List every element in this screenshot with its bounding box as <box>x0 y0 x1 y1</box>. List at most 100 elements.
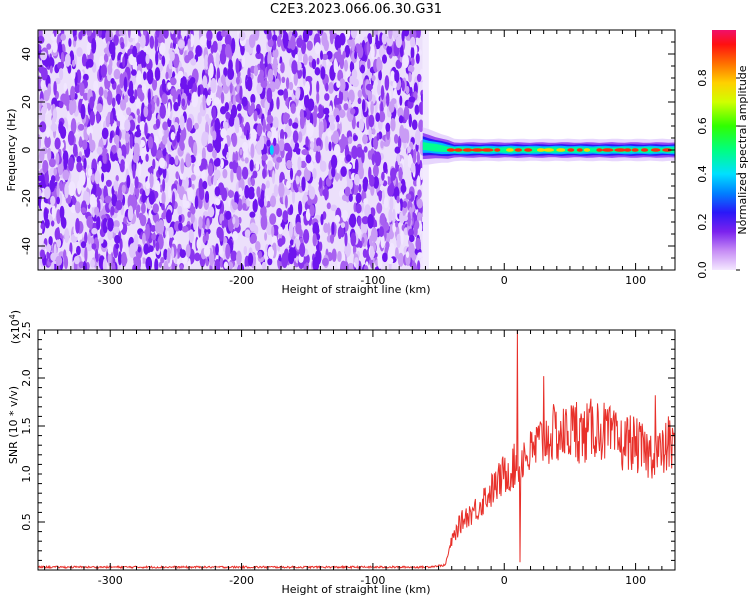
noise-blob <box>122 56 126 68</box>
noise-blob <box>351 145 358 160</box>
noise-blob <box>371 128 376 135</box>
noise-blob <box>157 219 165 235</box>
noise-blob <box>42 160 49 174</box>
noise-blob <box>332 130 340 145</box>
signal-peak <box>662 148 672 152</box>
noise-blob <box>44 135 51 149</box>
noise-blob <box>405 193 412 200</box>
noise-blob <box>311 58 317 70</box>
noise-blob <box>190 58 197 66</box>
noise-blob <box>314 67 321 76</box>
noise-blob <box>416 73 422 83</box>
noise-blob <box>131 241 138 252</box>
noise-blob <box>80 241 87 249</box>
noise-blob <box>363 146 368 153</box>
y-tick-label: 0.5 <box>20 513 33 531</box>
noise-blob <box>352 78 359 88</box>
noise-blob <box>239 148 243 156</box>
noise-blob <box>384 222 389 231</box>
noise-blob <box>234 116 240 131</box>
noise-blob <box>86 215 93 229</box>
noise-blob <box>101 127 109 140</box>
noise-blob <box>224 44 232 58</box>
noise-blob <box>205 113 210 122</box>
noise-blob <box>238 31 246 41</box>
noise-blob <box>244 229 251 239</box>
noise-blob <box>40 249 45 260</box>
noise-blob <box>90 259 95 268</box>
noise-blob <box>289 167 294 180</box>
noise-blob <box>287 146 293 161</box>
noise-blob <box>294 142 300 150</box>
noise-blob <box>351 38 355 52</box>
noise-blob <box>344 186 351 197</box>
noise-blob <box>74 84 81 94</box>
noise-blob <box>394 146 401 154</box>
noise-blob <box>353 173 360 186</box>
noise-blob <box>198 216 203 230</box>
noise-blob <box>64 183 69 199</box>
noise-blob <box>259 198 265 208</box>
noise-blob <box>382 54 387 64</box>
noise-blob <box>232 231 239 241</box>
noise-blob <box>342 209 348 222</box>
noise-blob <box>161 55 166 67</box>
noise-blob <box>263 30 269 35</box>
noise-blob <box>266 221 273 236</box>
noise-blob <box>129 133 133 149</box>
spectrogram-heatmap <box>38 30 675 270</box>
noise-blob <box>56 196 60 205</box>
noise-blob <box>113 180 119 192</box>
noise-blob <box>170 88 177 97</box>
noise-blob <box>191 206 196 215</box>
noise-blob <box>94 206 100 216</box>
noise-blob <box>204 228 211 235</box>
colorbar-tick-label: 0.6 <box>696 117 709 135</box>
noise-blob <box>45 126 51 138</box>
noise-blob <box>76 155 82 164</box>
noise-blob <box>291 60 298 75</box>
noise-blob <box>271 234 278 247</box>
noise-blob <box>374 259 379 267</box>
noise-blob <box>87 167 93 177</box>
noise-blob <box>409 234 415 243</box>
noise-blob <box>316 137 322 148</box>
signal-peak <box>583 148 591 152</box>
noise-blob <box>98 160 102 168</box>
noise-blob <box>102 152 107 164</box>
noise-blob <box>376 83 381 96</box>
noise-blob <box>96 146 103 155</box>
noise-blob <box>59 205 65 220</box>
noise-blob <box>333 58 338 73</box>
noise-blob <box>392 208 396 224</box>
noise-blob <box>315 150 321 164</box>
noise-blob <box>162 178 166 192</box>
y-tick-label: 1.5 <box>20 417 33 435</box>
noise-blob <box>155 118 161 129</box>
noise-blob <box>367 214 374 229</box>
noise-blob <box>229 161 234 170</box>
noise-blob <box>107 217 114 232</box>
noise-blob <box>255 161 260 172</box>
noise-blob <box>127 30 131 39</box>
noise-blob <box>324 185 329 201</box>
noise-blob <box>171 246 175 260</box>
noise-blob <box>177 243 182 250</box>
noise-blob <box>55 77 61 85</box>
noise-blob <box>272 116 279 129</box>
noise-blob <box>273 137 277 147</box>
noise-blob <box>156 97 160 107</box>
noise-blob <box>329 122 336 131</box>
noise-blob <box>60 33 66 41</box>
noise-blob <box>318 221 322 235</box>
noise-blob <box>400 230 404 245</box>
noise-blob <box>405 251 410 258</box>
noise-blob <box>241 166 249 180</box>
noise-blob <box>209 62 214 79</box>
noise-blob <box>155 241 160 252</box>
noise-blob <box>407 146 411 154</box>
noise-blob <box>308 30 313 36</box>
noise-blob <box>182 193 187 209</box>
noise-blob <box>217 40 222 53</box>
signal-peak <box>462 148 473 152</box>
